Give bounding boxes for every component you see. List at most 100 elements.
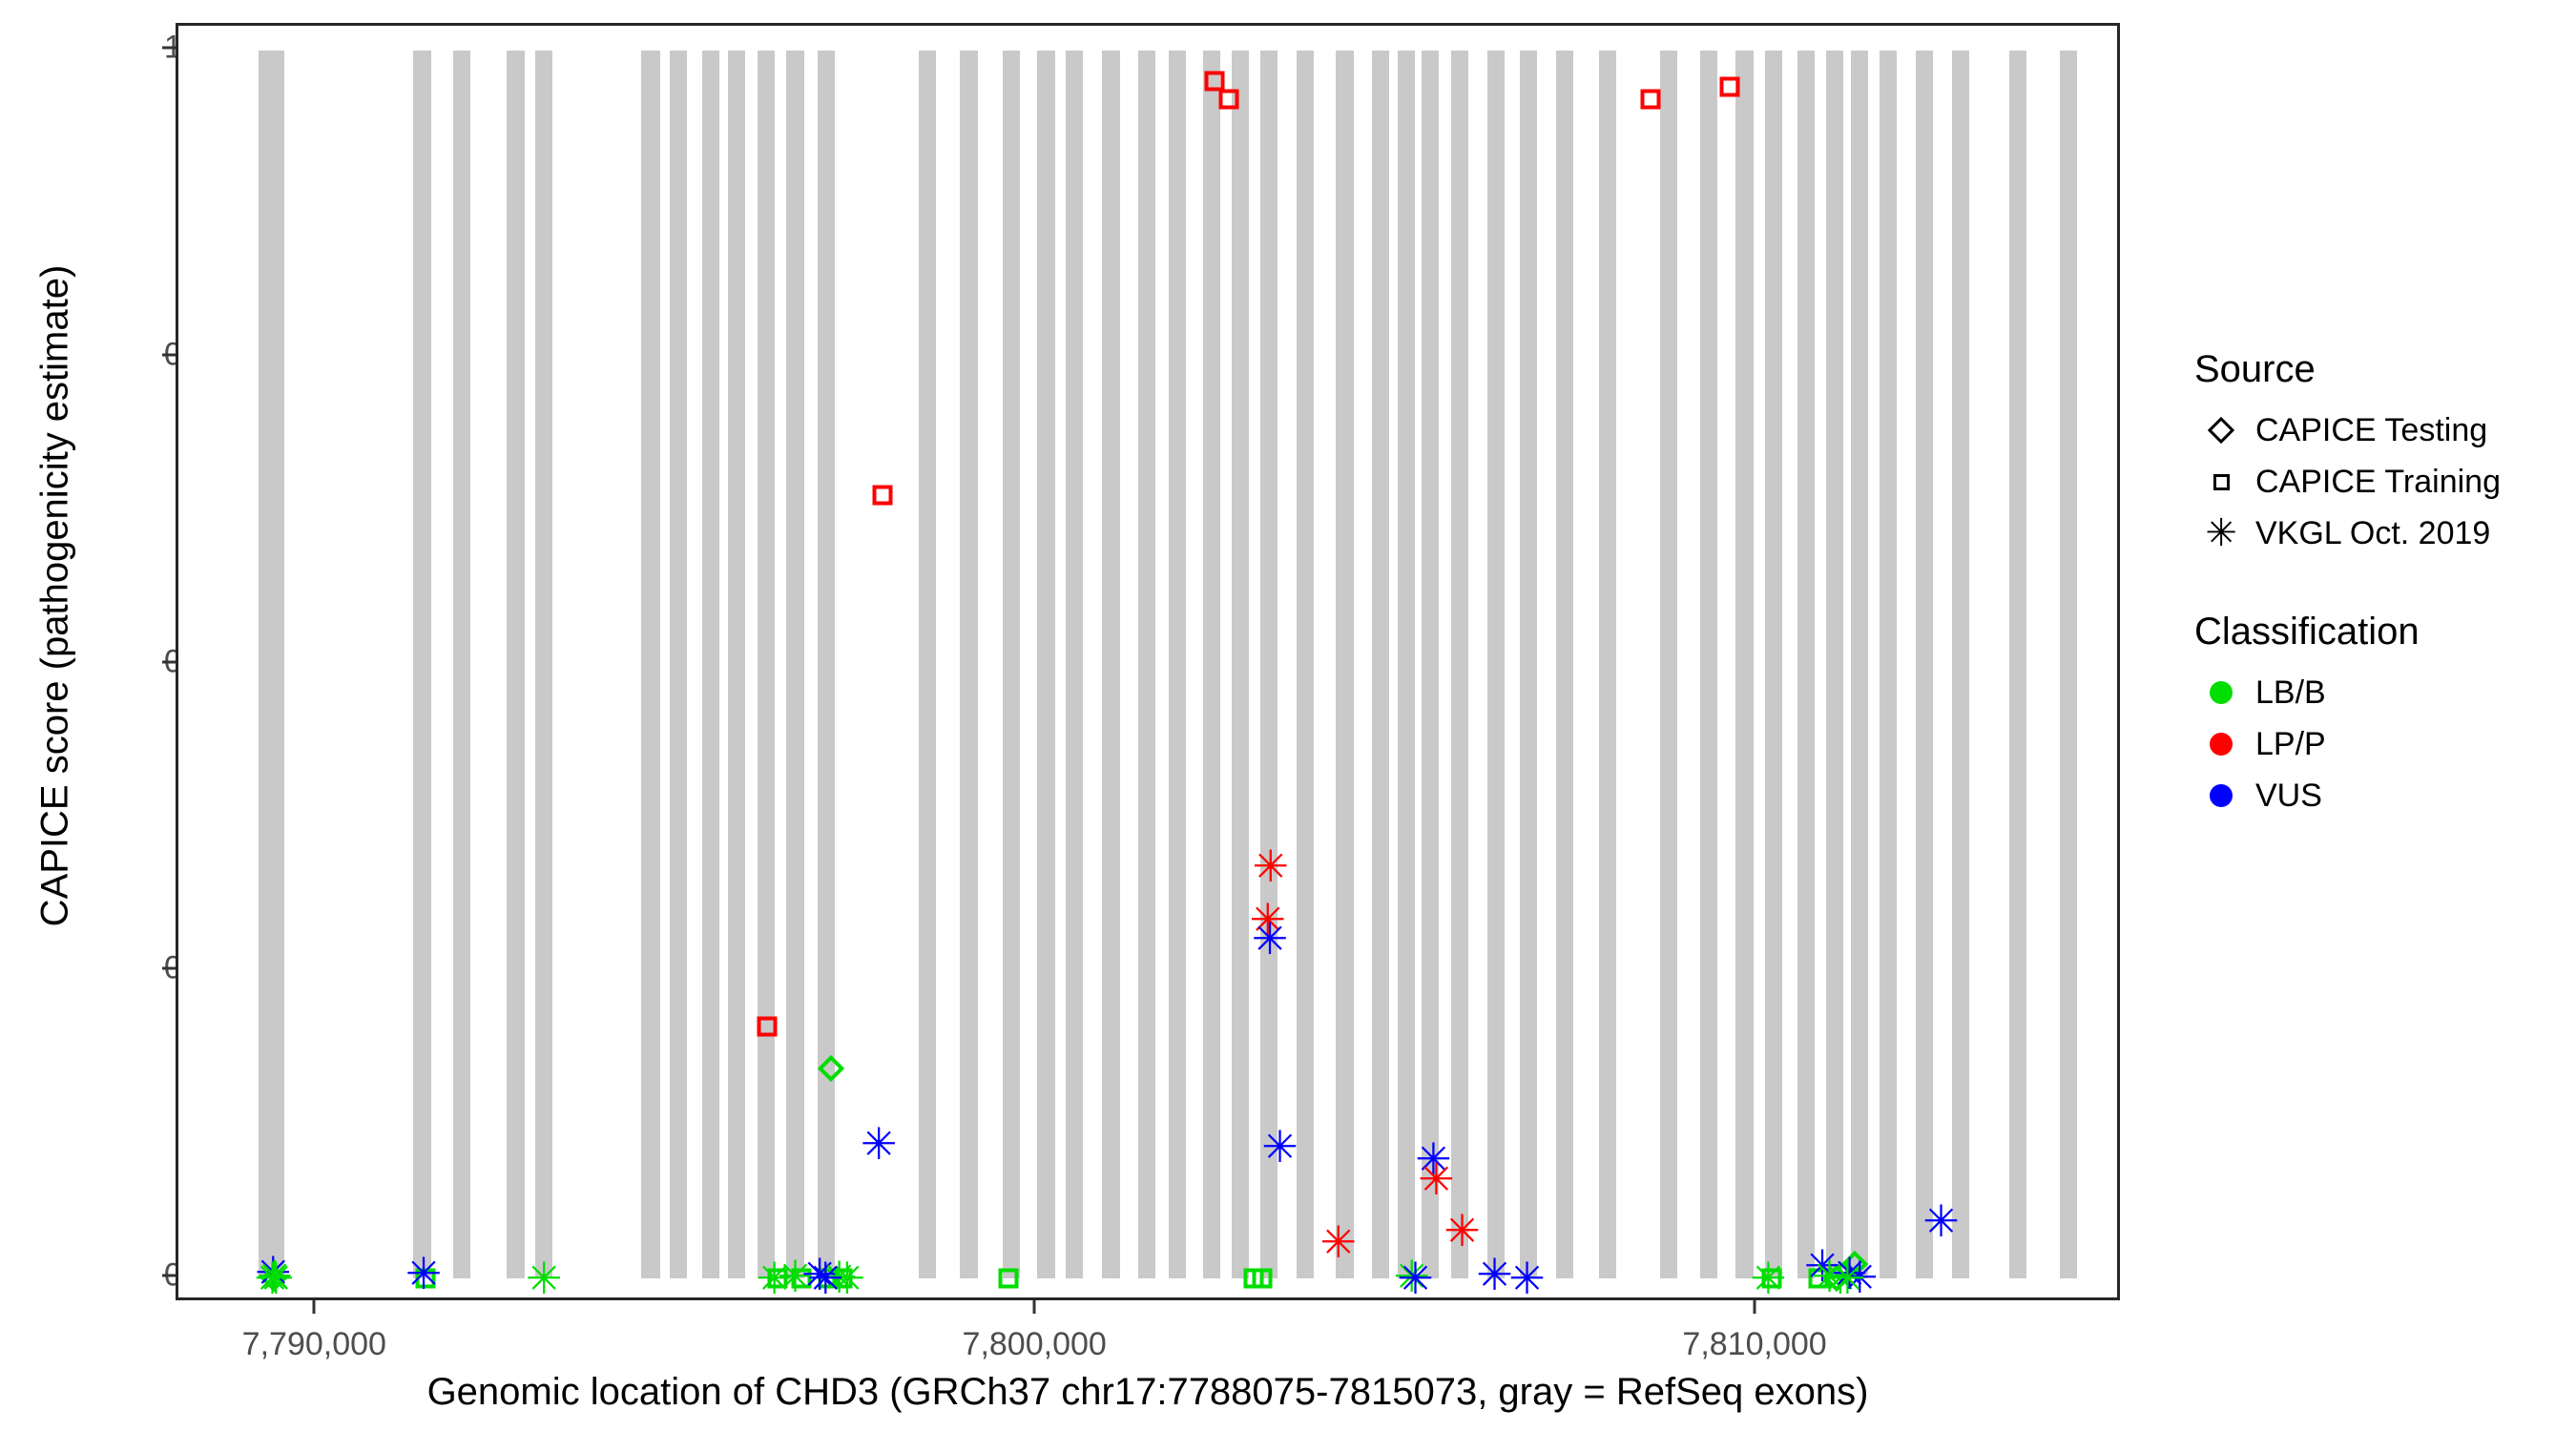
exon-band — [1296, 50, 1315, 1279]
data-point-vkgl: ✳ — [1803, 1240, 1841, 1293]
legend-key-dot — [2194, 718, 2248, 770]
data-point-vkgl: ✳ — [777, 1250, 814, 1302]
legend: Source CAPICE Testing CAPICE Training ✳ VKG… — [2194, 348, 2557, 873]
exon-band — [1555, 50, 1573, 1279]
exon-band — [1851, 50, 1869, 1279]
legend-key-dot — [2194, 770, 2248, 821]
dot-icon — [2210, 733, 2233, 756]
exon-band — [758, 50, 776, 1279]
exon-band — [1066, 50, 1084, 1279]
y-tick-mark — [162, 966, 176, 970]
data-point-capice-testing — [818, 1054, 845, 1083]
exon-band — [259, 50, 284, 1279]
x-tick-mark — [1753, 1300, 1756, 1314]
legend-title-source: Source — [2194, 348, 2316, 390]
exon-band — [413, 50, 432, 1279]
dot-icon — [2210, 784, 2233, 807]
exon-band — [817, 50, 836, 1279]
data-point-capice-training — [832, 1268, 853, 1289]
x-tick-label: 7,790,000 — [241, 1326, 386, 1362]
legend-item-source[interactable]: ✳ VKGL Oct. 2019 — [2194, 508, 2557, 559]
y-axis-label: CAPICE score (pathogenicity estimate) — [33, 264, 76, 927]
data-point-vkgl: ✳ — [254, 1246, 292, 1298]
legend-label: LP/P — [2255, 725, 2326, 762]
exon-band — [1699, 50, 1717, 1279]
exon-bands-layer — [178, 26, 2117, 1297]
legend-item-classification[interactable]: VUS — [2194, 770, 2557, 821]
exon-band — [1102, 50, 1120, 1279]
exon-band — [1951, 50, 1969, 1279]
y-tick-mark — [162, 353, 176, 357]
data-point-vkgl: ✳ — [1831, 1248, 1868, 1300]
legend-key-diamond — [2194, 404, 2248, 456]
data-point-vkgl: ✳ — [1750, 1253, 1787, 1305]
exon-band — [1735, 50, 1754, 1279]
data-point-capice-training — [1640, 89, 1661, 110]
x-tick-label: 7,800,000 — [962, 1326, 1107, 1362]
data-point-vkgl: ✳ — [1821, 1253, 1859, 1305]
exon-band — [1336, 50, 1354, 1279]
data-point-capice-training — [767, 1268, 788, 1289]
exon-band — [2009, 50, 2027, 1279]
data-point-capice-training — [1761, 1268, 1782, 1289]
data-point-vkgl: ✳ — [1476, 1249, 1513, 1301]
exon-band — [960, 50, 978, 1279]
legend-item-source[interactable]: CAPICE Testing — [2194, 404, 2557, 456]
data-point-vkgl: ✳ — [800, 1249, 839, 1301]
data-point-vkgl: ✳ — [756, 1253, 793, 1305]
x-axis-label: Genomic location of CHD3 (GRCh37 chr17:7… — [426, 1371, 1869, 1413]
exon-band — [1397, 50, 1415, 1279]
exon-band — [1037, 50, 1056, 1279]
legend-source-items: CAPICE Testing CAPICE Training ✳ VKGL Oct. … — [2194, 404, 2557, 559]
exon-band — [1421, 50, 1439, 1279]
exon-band — [1764, 50, 1782, 1279]
exon-band — [2060, 50, 2078, 1279]
legend-group-source: Source CAPICE Testing CAPICE Training ✳ VKG… — [2194, 348, 2557, 559]
data-point-capice-training — [415, 1268, 436, 1289]
exon-band — [1825, 50, 1843, 1279]
data-point-vkgl: ✳ — [1508, 1253, 1546, 1305]
legend-classification-items: LB/B LP/P VUS — [2194, 667, 2557, 821]
data-point-vkgl: ✳ — [256, 1250, 294, 1302]
data-point-vkgl: ✳ — [806, 1253, 844, 1305]
data-point-vkgl: ✳ — [258, 1253, 295, 1305]
exon-band — [1137, 50, 1155, 1279]
exon-band — [1260, 50, 1278, 1279]
data-point-vkgl: ✳ — [1261, 1121, 1298, 1173]
legend-title-classification: Classification — [2194, 611, 2420, 653]
data-point-vkgl: ✳ — [1249, 894, 1286, 946]
exon-band — [641, 50, 660, 1279]
y-tick-mark — [162, 46, 176, 50]
data-point-capice-training — [1808, 1268, 1829, 1289]
legend-label: VUS — [2255, 777, 2322, 814]
exon-band — [452, 50, 471, 1279]
data-point-vkgl: ✳ — [1319, 1215, 1357, 1268]
data-point-capice-training — [1252, 1268, 1273, 1289]
data-point-vkgl: ✳ — [525, 1253, 563, 1305]
exon-band — [506, 50, 525, 1279]
exon-band — [1169, 50, 1187, 1279]
legend-label: CAPICE Training — [2255, 463, 2501, 500]
exon-band — [1372, 50, 1390, 1279]
exon-band — [535, 50, 553, 1279]
legend-item-source[interactable]: CAPICE Training — [2194, 456, 2557, 508]
data-point-vkgl: ✳ — [1393, 1250, 1430, 1302]
legend-item-classification[interactable]: LP/P — [2194, 718, 2557, 770]
legend-label: VKGL Oct. 2019 — [2255, 514, 2491, 551]
legend-group-classification: Classification LB/B LP/P VUS — [2194, 611, 2557, 821]
exon-band — [1231, 50, 1250, 1279]
exon-band — [670, 50, 688, 1279]
data-point-vkgl: ✳ — [405, 1248, 443, 1300]
diamond-icon — [2207, 416, 2235, 445]
data-point-vkgl: ✳ — [860, 1117, 898, 1170]
data-point-capice-training — [757, 1016, 778, 1037]
legend-key-square — [2194, 456, 2248, 508]
y-tick-mark — [162, 660, 176, 663]
data-point-vkgl: ✳ — [1811, 1250, 1848, 1302]
exon-band — [918, 50, 936, 1279]
exon-band — [1002, 50, 1021, 1279]
legend-label: LB/B — [2255, 674, 2326, 711]
exon-band — [728, 50, 745, 1279]
legend-item-classification[interactable]: LB/B — [2194, 667, 2557, 718]
